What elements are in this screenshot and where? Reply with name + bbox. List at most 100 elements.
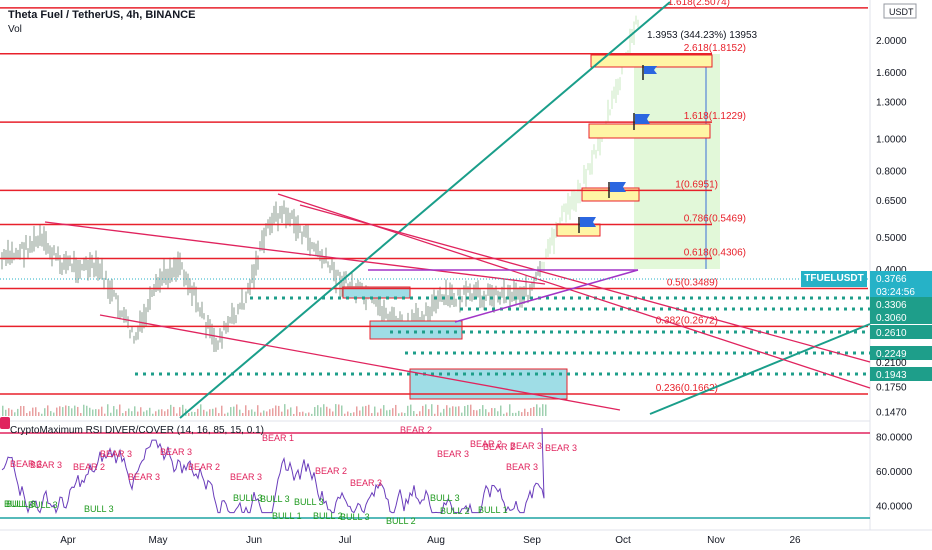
rsi-bull-label: BULL 3	[294, 497, 324, 507]
volume-bar	[125, 411, 127, 416]
volume-bar	[170, 404, 172, 416]
volume-bar	[194, 412, 196, 416]
chart-title: Theta Fuel / TetherUS, 4h, BINANCE	[8, 9, 195, 21]
volume-label: Vol	[8, 24, 22, 35]
volume-bar	[335, 404, 337, 416]
price-tag	[870, 367, 932, 381]
flag-icon	[633, 113, 650, 130]
volume-bar	[107, 404, 109, 416]
price-tick-label: 1.6000	[876, 68, 907, 79]
time-tick-label: Sep	[523, 535, 541, 546]
price-tag	[870, 297, 932, 311]
symbol-badge[interactable]: TFUELUSDT	[801, 271, 867, 287]
volume-bar	[296, 406, 298, 416]
volume-bar	[389, 409, 391, 416]
lower-uptrend-line	[649, 323, 871, 415]
volume-bar	[302, 411, 304, 416]
volume-bar	[35, 407, 37, 416]
volume-bar	[494, 408, 496, 416]
volume-bar	[110, 412, 112, 416]
volume-bar	[338, 404, 340, 416]
volume-bar	[527, 411, 529, 416]
volume-bar	[17, 408, 19, 416]
volume-bar	[167, 409, 169, 416]
volume-bar	[425, 404, 427, 416]
volume-bar	[248, 410, 250, 416]
volume-bar	[290, 407, 292, 416]
volume-bar	[236, 404, 238, 416]
volume-bar	[11, 409, 13, 416]
rsi-bear-label: BEAR 3	[230, 472, 262, 482]
rsi-bear-label: BEAR 3	[545, 443, 577, 453]
volume-bar	[428, 409, 430, 416]
volume-bar	[239, 409, 241, 416]
rsi-tick-label: 60.0000	[876, 467, 913, 478]
volume-bar	[359, 410, 361, 416]
rsi-bull-label: BULL 2	[313, 511, 343, 521]
volume-bar	[314, 407, 316, 416]
volume-bar	[536, 404, 538, 416]
volume-bar	[506, 412, 508, 416]
volume-bar	[470, 404, 472, 416]
currency-box[interactable]	[883, 3, 917, 19]
volume-bar	[179, 407, 181, 416]
volume-bar	[512, 412, 514, 416]
volume-bar	[2, 405, 4, 416]
time-tick-label: May	[149, 535, 168, 546]
flag-icon	[578, 217, 596, 233]
price-tags: 0.376603:24:560.33060.30600.26100.22490.…	[870, 271, 932, 381]
volume-bar	[503, 413, 505, 416]
volume-bar	[173, 406, 175, 416]
rsi-bear-label: BEAR 3	[10, 459, 42, 469]
volume-bar	[113, 406, 115, 416]
countdown-value: 03:24:56	[876, 287, 915, 298]
time-tick-label: Nov	[707, 535, 725, 546]
rsi-bear-label: BEAR 3	[506, 462, 538, 472]
flag-icon	[642, 65, 657, 80]
volume-bar	[383, 405, 385, 416]
volume-bar	[14, 412, 16, 416]
current-price-tag	[870, 271, 932, 301]
volume-bar	[29, 411, 31, 416]
time-axis[interactable]: Apr May Jun Jul Aug Sep Oct Nov 26	[60, 535, 801, 546]
volume-bar	[368, 404, 370, 416]
price-axis[interactable]: 2.0000 1.6000 1.3000 1.0000 0.8000 0.6500 0.50…	[876, 36, 913, 513]
channel-line-upper-1	[44, 221, 546, 285]
volume-bar	[455, 406, 457, 416]
volume-bar	[221, 405, 223, 416]
volume-bar	[212, 408, 214, 416]
volume-bar	[161, 409, 163, 416]
fib-label: 0.618(0.4306)	[684, 248, 746, 259]
rsi-bear-label: BEAR 3	[350, 478, 382, 488]
support-lines	[135, 296, 870, 376]
volume-bar	[398, 413, 400, 416]
volume-bar	[275, 405, 277, 416]
price-tick-label: 0.4000	[876, 265, 907, 276]
volume-bar	[191, 411, 193, 416]
rsi-line	[1, 427, 545, 515]
volume-bar	[479, 408, 481, 416]
volume-bar	[86, 405, 88, 416]
volume-bar	[53, 412, 55, 416]
volume-bar	[155, 411, 157, 416]
yellow-zone-1	[590, 54, 713, 68]
indicator-icon[interactable]	[0, 417, 10, 429]
volume-bar	[203, 409, 205, 416]
volume-bar	[350, 412, 352, 416]
volume-bar	[254, 411, 256, 416]
rsi-bull-label: BULL 1	[478, 505, 508, 515]
volume-bar	[116, 409, 118, 416]
volume-bar	[68, 406, 70, 416]
volume-bar	[89, 407, 91, 416]
volume-bar	[23, 406, 25, 416]
volume-bar	[377, 412, 379, 416]
volume-bar	[227, 412, 229, 416]
volume-bar	[32, 407, 34, 416]
volume-bar	[77, 406, 79, 416]
volume-bar	[287, 409, 289, 416]
rsi-bear-label: BEAR 3	[160, 447, 192, 457]
rsi-bear-label: BEAR 2	[483, 442, 515, 452]
currency-label: USDT	[889, 7, 914, 17]
rsi-bear-label: BEAR 1	[262, 433, 294, 443]
